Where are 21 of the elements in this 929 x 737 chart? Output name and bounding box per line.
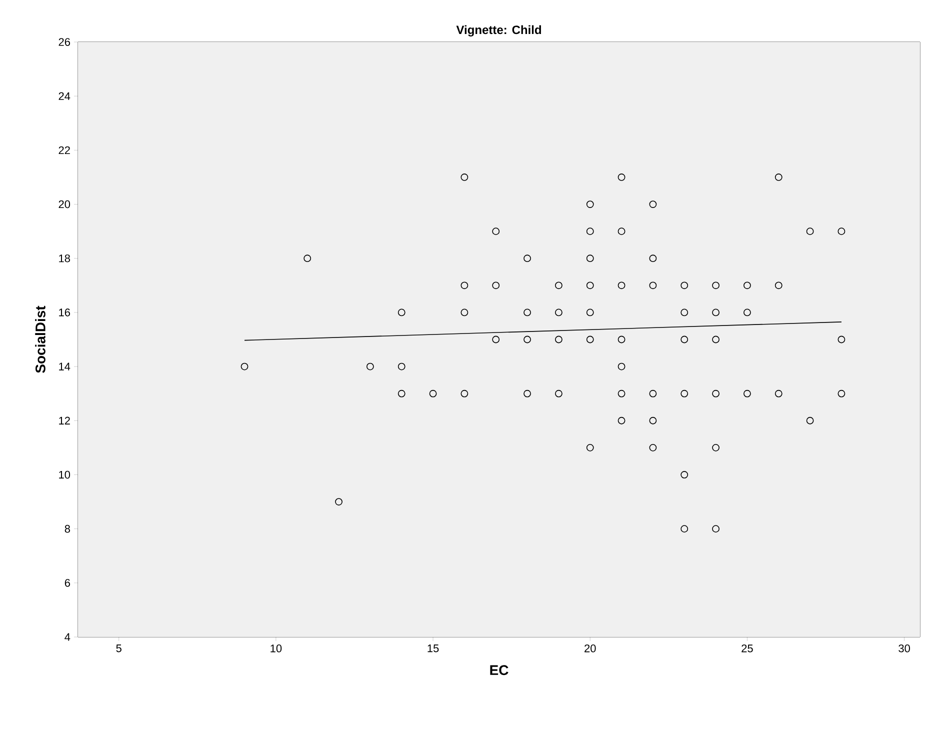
- y-tick-label: 16: [59, 308, 70, 316]
- y-tick-label: 10: [59, 470, 70, 479]
- y-tick-label: 8: [64, 524, 70, 533]
- y-tick-label: 18: [59, 254, 70, 262]
- y-axis-title: SocialDist: [35, 306, 46, 373]
- y-tick-label: 24: [58, 92, 70, 100]
- y-tick-label: 12: [59, 416, 70, 424]
- y-tick-label: 6: [64, 579, 70, 587]
- y-tick-label: 20: [58, 200, 70, 208]
- x-tick-label: 10: [270, 644, 282, 652]
- x-tick-label: 25: [742, 644, 753, 652]
- x-tick-label: 15: [428, 644, 439, 652]
- chart-title: Vignette: Child: [456, 25, 541, 36]
- y-tick-label: 14: [59, 362, 70, 370]
- y-tick-label: 22: [58, 146, 70, 154]
- x-tick-label: 30: [898, 644, 910, 652]
- y-tick-label: 4: [64, 633, 70, 641]
- y-tick-label: 26: [58, 38, 70, 46]
- x-tick-label: 5: [116, 644, 122, 652]
- x-tick-label: 20: [584, 644, 596, 652]
- x-axis-title: EC: [490, 665, 508, 676]
